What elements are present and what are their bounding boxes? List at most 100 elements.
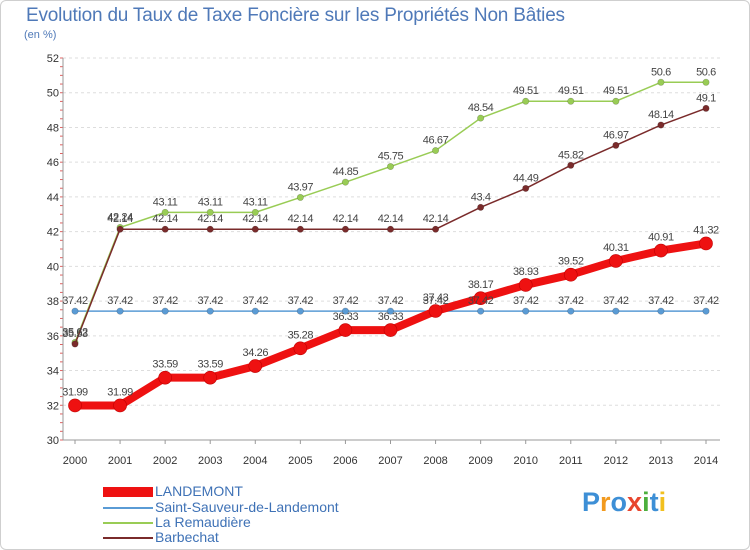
y-tick-label: 34 [47, 366, 59, 378]
y-tick-label: 36 [47, 331, 59, 343]
data-point [563, 267, 578, 282]
data-label: 49.1 [696, 92, 716, 104]
data-point [702, 78, 710, 86]
data-label: 42.14 [423, 213, 449, 225]
logo-letter: i [658, 487, 667, 517]
data-label: 43.97 [288, 181, 314, 193]
data-label: 49.51 [603, 85, 629, 97]
data-label: 42.14 [197, 213, 223, 225]
data-label: 37.42 [197, 295, 223, 307]
logo-letter: x [627, 487, 643, 517]
logo-letter: P [582, 487, 601, 517]
data-point [116, 307, 124, 315]
data-label: 46.97 [603, 129, 629, 141]
data-label: 50.6 [651, 66, 671, 78]
data-point [206, 307, 214, 315]
data-point [477, 307, 485, 315]
data-label: 37.42 [333, 295, 359, 307]
data-label: 49.51 [513, 85, 539, 97]
series-landemont [68, 236, 713, 413]
data-label: 37.42 [152, 295, 178, 307]
x-tick-label: 2011 [559, 455, 583, 467]
data-label: 41.32 [693, 224, 719, 236]
x-tick-label: 2014 [694, 455, 718, 467]
data-label: 44.85 [333, 166, 359, 178]
y-tick-label: 52 [47, 53, 59, 65]
data-label: 37.42 [693, 295, 719, 307]
data-label: 35.53 [62, 328, 88, 340]
data-point [71, 307, 79, 315]
data-label: 43.4 [471, 191, 491, 203]
data-label: 38.17 [468, 279, 494, 291]
data-point [473, 291, 488, 305]
data-point [203, 370, 218, 385]
data-point [428, 304, 443, 318]
data-label: 36.33 [333, 311, 359, 323]
data-point [161, 225, 169, 233]
data-label: 45.75 [378, 151, 404, 163]
x-tick-label: 2013 [649, 455, 673, 467]
data-point [477, 203, 485, 211]
data-point [522, 97, 530, 105]
legend-swatch-barbechat [103, 537, 153, 539]
y-tick-label: 50 [47, 88, 59, 100]
data-point [567, 97, 575, 105]
data-label: 39.52 [558, 256, 584, 268]
y-tick-label: 48 [47, 122, 59, 134]
data-point [161, 307, 169, 315]
y-tick-label: 42 [47, 227, 59, 239]
data-label: 48.54 [468, 102, 494, 114]
data-point [161, 208, 169, 216]
y-tick-label: 40 [47, 261, 59, 273]
data-label: 38.93 [513, 266, 539, 278]
chart-unit-label: (en %) [24, 29, 57, 41]
data-point [477, 114, 485, 122]
data-point [522, 184, 530, 192]
data-point [699, 236, 713, 251]
data-point [518, 278, 533, 292]
data-label: 42.14 [333, 213, 359, 225]
chart-title: Evolution du Taux de Taxe Foncière sur l… [26, 5, 565, 26]
logo-letter: t [649, 487, 659, 517]
x-tick-label: 2002 [153, 455, 177, 467]
data-point [432, 147, 440, 155]
data-point [612, 97, 620, 105]
data-point [116, 225, 124, 233]
legend-label-landemont: LANDEMONT [155, 483, 243, 499]
y-tick-label: 38 [47, 296, 59, 308]
data-label: 37.42 [648, 295, 674, 307]
x-tick-label: 2009 [468, 455, 492, 467]
data-point [71, 340, 79, 348]
data-label: 35.28 [288, 329, 314, 341]
data-label: 42.14 [288, 213, 314, 225]
data-point [296, 307, 304, 315]
data-point [158, 370, 172, 385]
data-label: 37.42 [423, 295, 449, 307]
data-label: 37.42 [107, 295, 133, 307]
data-point [383, 323, 398, 337]
data-point [657, 121, 665, 129]
y-tick-label: 44 [47, 192, 59, 204]
proxiti-logo: Proxiti [582, 487, 666, 518]
legend-label-saint-sauveur: Saint-Sauveur-de-Landemont [155, 499, 339, 515]
x-tick-label: 2003 [198, 455, 222, 467]
data-label: 31.99 [62, 386, 88, 398]
data-label: 50.6 [696, 66, 716, 78]
data-point [567, 161, 575, 169]
x-tick-label: 2007 [378, 455, 402, 467]
data-label: 42.14 [107, 213, 133, 225]
legend-swatch-la-remaudiere [103, 522, 153, 524]
data-point [293, 341, 308, 356]
logo-letter: i [642, 487, 650, 517]
x-tick-label: 2000 [63, 455, 87, 467]
data-label: 37.42 [468, 295, 494, 307]
data-label: 45.82 [558, 149, 584, 161]
x-tick-label: 2012 [604, 455, 628, 467]
data-point [386, 307, 394, 315]
data-label: 43.11 [243, 196, 268, 208]
data-point [296, 225, 304, 233]
data-label: 42.24 [107, 211, 133, 223]
x-tick-label: 2004 [243, 455, 267, 467]
